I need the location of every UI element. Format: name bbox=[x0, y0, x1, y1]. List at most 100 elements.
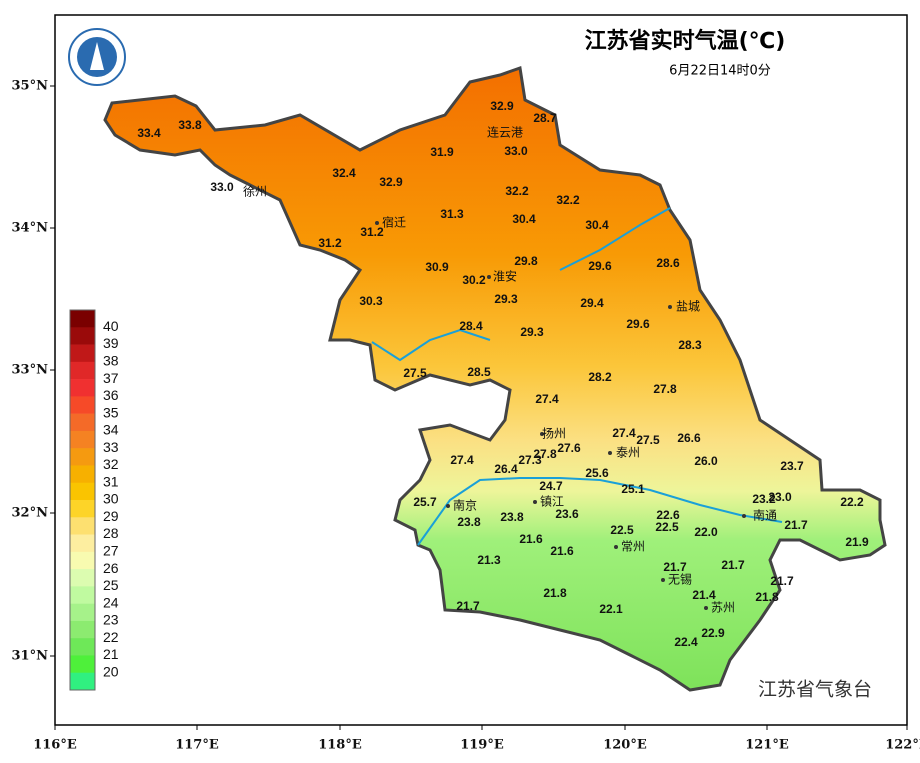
legend-swatch bbox=[70, 655, 95, 674]
city-label: 苏州 bbox=[711, 601, 735, 615]
legend-label: 27 bbox=[103, 543, 119, 559]
city-dot bbox=[614, 545, 618, 549]
temperature-label: 27.4 bbox=[535, 392, 559, 406]
temperature-label: 30.4 bbox=[585, 218, 609, 232]
legend-label: 28 bbox=[103, 525, 119, 541]
temperature-label: 27.3 bbox=[518, 453, 542, 467]
temperature-label: 23.7 bbox=[780, 459, 804, 473]
city-label: 无锡 bbox=[668, 572, 692, 587]
city-dot bbox=[661, 578, 665, 582]
legend-label: 39 bbox=[103, 335, 119, 351]
city-label: 宿迁 bbox=[382, 215, 406, 230]
city-label: 淮安 bbox=[493, 269, 517, 284]
temperature-label: 22.9 bbox=[701, 626, 725, 640]
legend-swatch bbox=[70, 586, 95, 604]
temperature-label: 22.6 bbox=[656, 508, 680, 522]
y-tick-label: 34°N bbox=[12, 221, 49, 236]
y-tick-label: 35°N bbox=[12, 79, 49, 94]
x-tick-label: 119°E bbox=[460, 738, 504, 753]
temperature-label: 30.3 bbox=[359, 294, 383, 308]
temperature-label: 26.0 bbox=[694, 454, 718, 468]
yangtze-river bbox=[417, 477, 783, 546]
temperature-label: 25.7 bbox=[413, 495, 437, 509]
city-dot bbox=[608, 451, 612, 455]
temperature-label: 32.2 bbox=[505, 184, 529, 198]
temperature-label: 32.9 bbox=[379, 175, 403, 189]
temperature-label: 21.7 bbox=[784, 518, 808, 532]
legend-swatch bbox=[70, 620, 95, 639]
temperature-label: 28.3 bbox=[678, 338, 702, 352]
city-label: 南京 bbox=[453, 498, 477, 513]
city-label: 盐城 bbox=[676, 300, 700, 314]
temperature-label: 27.4 bbox=[612, 426, 636, 440]
legend-label: 23 bbox=[103, 612, 119, 628]
legend-label: 35 bbox=[103, 404, 119, 420]
legend-label: 29 bbox=[103, 508, 119, 524]
x-tick-label: 117°E bbox=[175, 738, 219, 753]
city-label: 南通 bbox=[753, 508, 777, 523]
temperature-label: 22.4 bbox=[674, 635, 698, 649]
temperature-label: 28.6 bbox=[656, 256, 680, 270]
footer: 江苏省气象台 bbox=[758, 679, 872, 701]
legend-swatch bbox=[70, 413, 95, 432]
temperature-label: 23.6 bbox=[555, 507, 579, 521]
legend-swatch bbox=[70, 517, 95, 535]
legend-label: 33 bbox=[103, 439, 119, 455]
logo-tower bbox=[90, 42, 104, 70]
temperature-label: 32.4 bbox=[332, 166, 356, 180]
city-label: 常州 bbox=[621, 540, 645, 554]
legend-swatch bbox=[70, 430, 95, 449]
legend-swatch bbox=[70, 448, 95, 466]
legend-label: 32 bbox=[103, 456, 119, 472]
temperature-label: 29.4 bbox=[580, 296, 604, 310]
temperature-label: 21.4 bbox=[692, 588, 716, 602]
title: 江苏省实时气温(℃) bbox=[585, 28, 786, 54]
y-tick-label: 32°N bbox=[12, 506, 49, 521]
x-tick-label: 121°E bbox=[745, 738, 789, 753]
legend-swatch bbox=[70, 379, 95, 397]
temperature-label: 30.9 bbox=[425, 260, 449, 274]
subtitle: 6月22日14时0分 bbox=[669, 64, 771, 79]
temperature-label: 29.8 bbox=[514, 254, 538, 268]
temperature-label: 21.7 bbox=[770, 574, 794, 588]
legend-label: 34 bbox=[103, 422, 119, 438]
x-tick-label: 118°E bbox=[318, 738, 362, 753]
temperature-label: 23.2 bbox=[752, 492, 776, 506]
y-tick-label: 33°N bbox=[12, 363, 49, 378]
temperature-label: 26.4 bbox=[494, 462, 518, 476]
temperature-label: 32.9 bbox=[490, 99, 514, 113]
city-dot bbox=[704, 606, 708, 610]
temperature-label: 27.8 bbox=[653, 382, 677, 396]
city-dot bbox=[540, 432, 544, 436]
temperature-label: 25.6 bbox=[585, 466, 609, 480]
legend-swatch bbox=[70, 569, 95, 587]
legend-swatch bbox=[70, 327, 95, 345]
temperature-label: 26.6 bbox=[677, 431, 701, 445]
temperature-label: 21.6 bbox=[550, 544, 574, 558]
temperature-label: 22.0 bbox=[694, 525, 718, 539]
city-dot bbox=[446, 504, 450, 508]
legend-label: 22 bbox=[103, 629, 119, 645]
legend-label: 24 bbox=[103, 594, 119, 610]
legend-label: 20 bbox=[103, 663, 119, 679]
legend-label: 37 bbox=[103, 370, 119, 386]
temperature-label: 24.7 bbox=[539, 479, 563, 493]
legend-swatch bbox=[70, 603, 95, 622]
lake-shore bbox=[371, 328, 491, 362]
temperature-label: 33.0 bbox=[504, 144, 528, 158]
city-label: 扬州 bbox=[542, 426, 566, 441]
temperature-label: 22.1 bbox=[599, 602, 623, 616]
temperature-label: 32.2 bbox=[556, 193, 580, 207]
temperature-label: 22.2 bbox=[840, 495, 864, 509]
temperature-label: 21.7 bbox=[721, 558, 745, 572]
legend-label: 26 bbox=[103, 560, 119, 576]
legend-swatch bbox=[70, 638, 95, 656]
temperature-label: 29.6 bbox=[626, 317, 650, 331]
city-label: 泰州 bbox=[616, 446, 640, 460]
temperature-label: 27.6 bbox=[557, 441, 581, 455]
temperature-label: 21.7 bbox=[663, 560, 687, 574]
temperature-label: 21.6 bbox=[519, 532, 543, 546]
temperature-label: 21.7 bbox=[456, 599, 480, 613]
legend-swatch bbox=[70, 672, 95, 691]
